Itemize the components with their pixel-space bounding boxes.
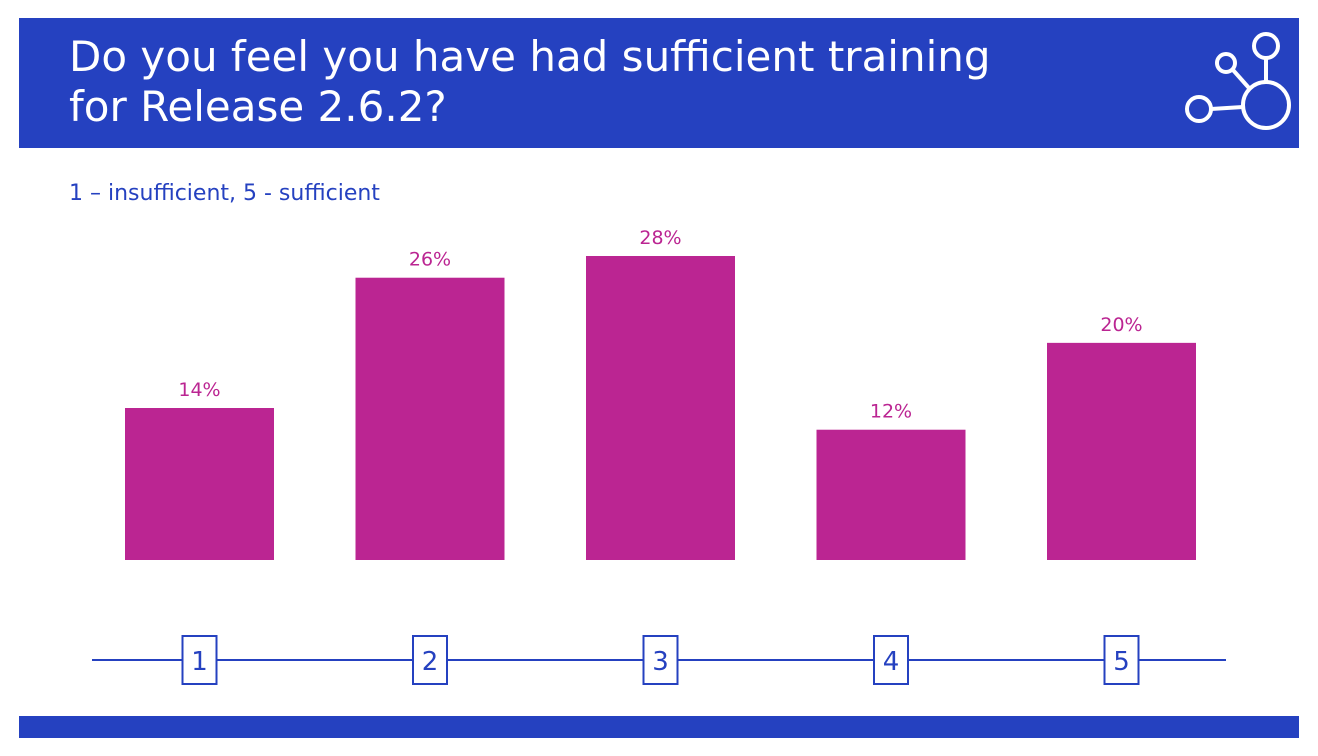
bar-4 xyxy=(816,429,966,560)
bar-2 xyxy=(355,277,505,560)
data-label-5: 20% xyxy=(1100,314,1142,336)
scale-description: 1 – insufficient, 5 - sufficient xyxy=(69,181,380,206)
category-box-1 xyxy=(181,635,218,685)
network-nodes-icon xyxy=(1185,32,1291,130)
footer-bar xyxy=(19,716,1299,738)
bar-1 xyxy=(125,408,274,560)
header-banner: Do you feel you have had sufficient trai… xyxy=(19,18,1299,148)
category-label-4: 4 xyxy=(883,647,900,677)
category-ticks-group: 1 2 3 4 5 xyxy=(181,635,1140,685)
slide-title: Do you feel you have had sufficient trai… xyxy=(69,32,991,131)
data-label-2: 26% xyxy=(409,249,451,271)
category-label-3: 3 xyxy=(652,647,669,677)
category-label-2: 2 xyxy=(422,647,439,677)
bar-3 xyxy=(586,256,735,560)
category-label-1: 1 xyxy=(191,647,208,677)
data-labels-group: 14% 26% 28% 12% 20% xyxy=(178,227,1142,423)
category-box-2 xyxy=(412,635,448,685)
bars-group xyxy=(125,256,1196,560)
data-label-4: 12% xyxy=(870,401,912,423)
bar-5 xyxy=(1047,342,1196,560)
category-box-5 xyxy=(1103,635,1140,685)
data-label-1: 14% xyxy=(178,379,220,401)
category-box-4 xyxy=(873,635,909,685)
data-label-3: 28% xyxy=(639,227,681,249)
category-box-3 xyxy=(642,635,679,685)
category-label-5: 5 xyxy=(1113,647,1130,677)
